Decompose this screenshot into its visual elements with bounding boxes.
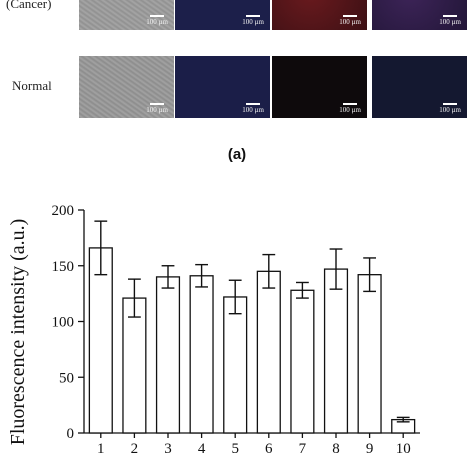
y-tick-label: 100 xyxy=(52,315,75,331)
bar xyxy=(357,274,382,434)
y-tick-label: 0 xyxy=(67,426,75,442)
bar xyxy=(223,296,248,434)
y-tick-label: 200 xyxy=(52,203,75,219)
bar xyxy=(189,275,214,434)
y-axis-title: Fluorescence intensity (a.u.) xyxy=(7,219,29,446)
bar xyxy=(122,297,147,434)
row-label-cancer: (Cancer) xyxy=(6,0,52,11)
scale-bar: 100 µm xyxy=(146,103,168,114)
cancer-merge-panel: 100 µm xyxy=(372,0,467,30)
scale-bar: 100 µm xyxy=(339,15,361,26)
x-tick-label: 3 xyxy=(164,441,172,457)
x-tick-label: 8 xyxy=(332,441,340,457)
x-tick-label: 2 xyxy=(131,441,139,457)
bar xyxy=(323,268,349,434)
scale-bar: 100 µm xyxy=(146,15,168,26)
bar xyxy=(155,276,181,434)
cancer-red-panel: 100 µm xyxy=(272,0,367,30)
x-tick-label: 4 xyxy=(198,441,206,457)
x-tick-label: 6 xyxy=(265,441,273,457)
bar xyxy=(88,247,113,434)
scale-bar: 100 µm xyxy=(439,103,461,114)
cancer-brightfield-panel: 100 µm xyxy=(79,0,174,30)
x-tick-label: 1 xyxy=(97,441,105,457)
x-tick-label: 5 xyxy=(231,441,239,457)
normal-brightfield-panel: 100 µm xyxy=(79,56,174,118)
fluorescence-bar-chart: Fluorescence intensity (a.u.) 0 50 100 150 2… xyxy=(7,203,420,457)
row-label-normal: Normal xyxy=(12,78,52,93)
scale-bar: 100 µm xyxy=(242,15,264,26)
y-tick-label: 50 xyxy=(59,370,74,386)
normal-blue-panel: 100 µm xyxy=(175,56,270,118)
y-tick-label: 150 xyxy=(52,259,75,275)
scale-bar: 100 µm xyxy=(242,103,264,114)
normal-red-panel: 100 µm xyxy=(272,56,367,118)
scale-bar: 100 µm xyxy=(439,15,461,26)
bar xyxy=(256,270,281,434)
scale-bar: 100 µm xyxy=(339,103,361,114)
panel-label-a: (a) xyxy=(227,146,247,163)
normal-merge-panel: 100 µm xyxy=(372,56,467,118)
cancer-blue-panel: 100 µm xyxy=(175,0,270,30)
x-tick-label: 9 xyxy=(366,441,374,457)
x-tick-label: 10 xyxy=(396,441,411,457)
x-tick-label: 7 xyxy=(299,441,307,457)
bar xyxy=(290,289,315,434)
